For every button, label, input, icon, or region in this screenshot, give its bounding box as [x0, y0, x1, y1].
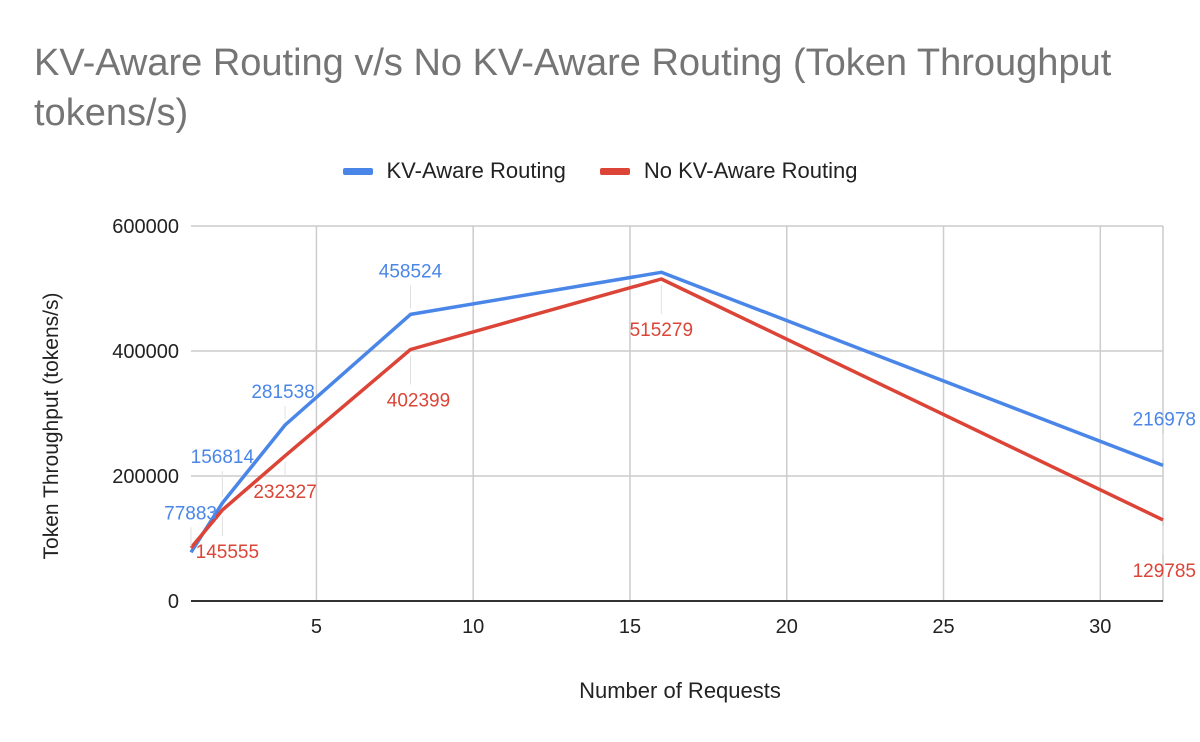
legend-label-no-kv-aware: No KV-Aware Routing	[643, 158, 858, 183]
x-tick-label: 25	[932, 616, 954, 638]
x-axis-title: Number of Requests	[579, 678, 781, 703]
x-tick-label: 20	[776, 616, 798, 638]
y-tick-label: 200000	[112, 466, 179, 488]
chart-legend: KV-Aware Routing No KV-Aware Routing	[0, 158, 1200, 184]
kv-aware-line	[189, 270, 1164, 554]
no-kv-aware-line	[189, 277, 1164, 550]
legend-item-no-kv-aware: No KV-Aware Routing	[599, 158, 858, 184]
kv-aware-data-label: 216978	[1133, 409, 1196, 430]
series-lines	[189, 270, 1164, 554]
y-tick-label: 600000	[112, 216, 179, 238]
x-tick-label: 5	[311, 616, 322, 638]
grid-lines	[191, 225, 1164, 601]
y-axis-title: Token Throughput (tokens/s)	[40, 292, 63, 560]
chart-title: KV-Aware Routing v/s No KV-Aware Routing…	[34, 42, 1112, 134]
kv-aware-data-label: 156814	[191, 447, 255, 468]
kv-aware-data-label: 77883	[164, 503, 217, 524]
no-kv-aware-data-label: 402399	[387, 391, 450, 412]
no-kv-aware-data-label: 145555	[196, 542, 259, 563]
axes: 0 200000 400000 600000 5 10 15 20 25 30	[112, 216, 1163, 638]
legend-swatch-kv-aware	[342, 167, 373, 175]
legend-swatch-no-kv-aware	[599, 167, 630, 175]
x-tick-label: 10	[462, 616, 484, 638]
kv-aware-data-label: 458524	[379, 261, 443, 282]
x-tick-label: 30	[1089, 616, 1111, 638]
no-kv-aware-data-label: 232327	[253, 482, 316, 503]
no-kv-aware-data-label: 129785	[1133, 561, 1196, 582]
no-kv-aware-data-label: 515279	[630, 320, 693, 341]
data-labels: 77883 156814 281538 458524 216978 145555 23232…	[164, 261, 1196, 581]
x-tick-label: 15	[619, 616, 641, 638]
y-tick-label: 0	[168, 591, 179, 613]
kv-aware-data-label: 281538	[251, 382, 314, 403]
legend-label-kv-aware: KV-Aware Routing	[386, 158, 566, 183]
legend-item-kv-aware: KV-Aware Routing	[342, 158, 566, 184]
y-tick-label: 400000	[112, 341, 179, 363]
